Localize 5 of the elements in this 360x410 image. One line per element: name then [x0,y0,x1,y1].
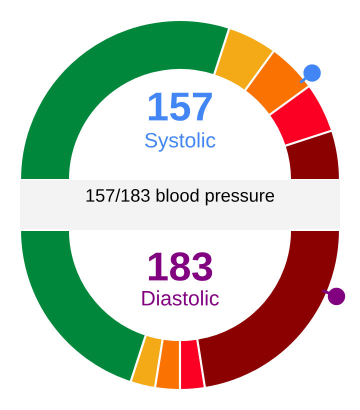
text: 157 [148,92,212,121]
text: 183 [148,252,212,281]
text: 157/183 blood pressure [86,188,274,206]
text: Diastolic [142,290,219,306]
text: Systolic [145,132,216,152]
